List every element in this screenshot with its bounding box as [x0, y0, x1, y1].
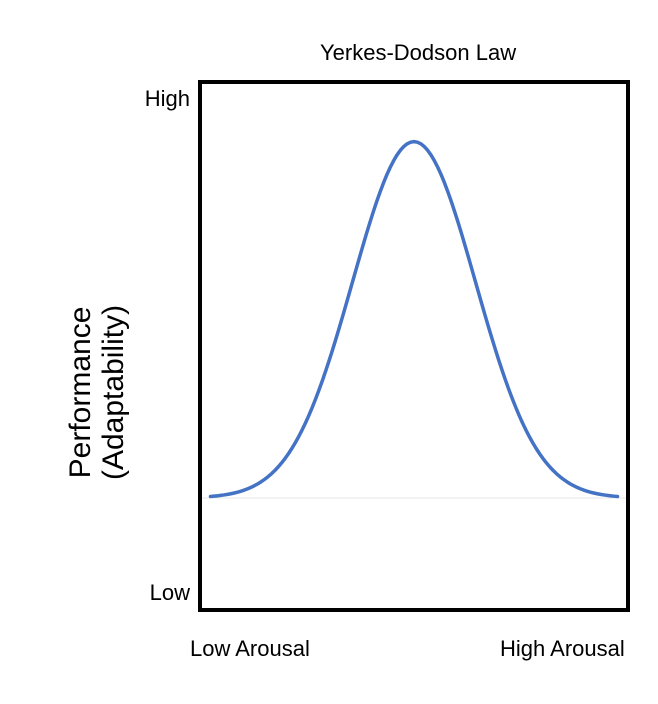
chart-title: Yerkes-Dodson Law — [320, 40, 516, 66]
chart-container: Yerkes-Dodson Law Performance (Adaptabil… — [0, 0, 658, 704]
curve-path — [210, 142, 617, 497]
plot-area — [198, 80, 630, 612]
y-axis-label-line2: (Adaptability) — [97, 305, 130, 480]
y-axis-label-line1: Performance — [64, 307, 97, 479]
y-axis-label: Performance (Adaptability) — [64, 305, 130, 480]
y-tick-low: Low — [150, 580, 190, 606]
y-tick-high: High — [145, 86, 190, 112]
x-tick-low: Low Arousal — [190, 636, 310, 662]
x-tick-high: High Arousal — [500, 636, 625, 662]
plot-svg — [202, 84, 626, 608]
